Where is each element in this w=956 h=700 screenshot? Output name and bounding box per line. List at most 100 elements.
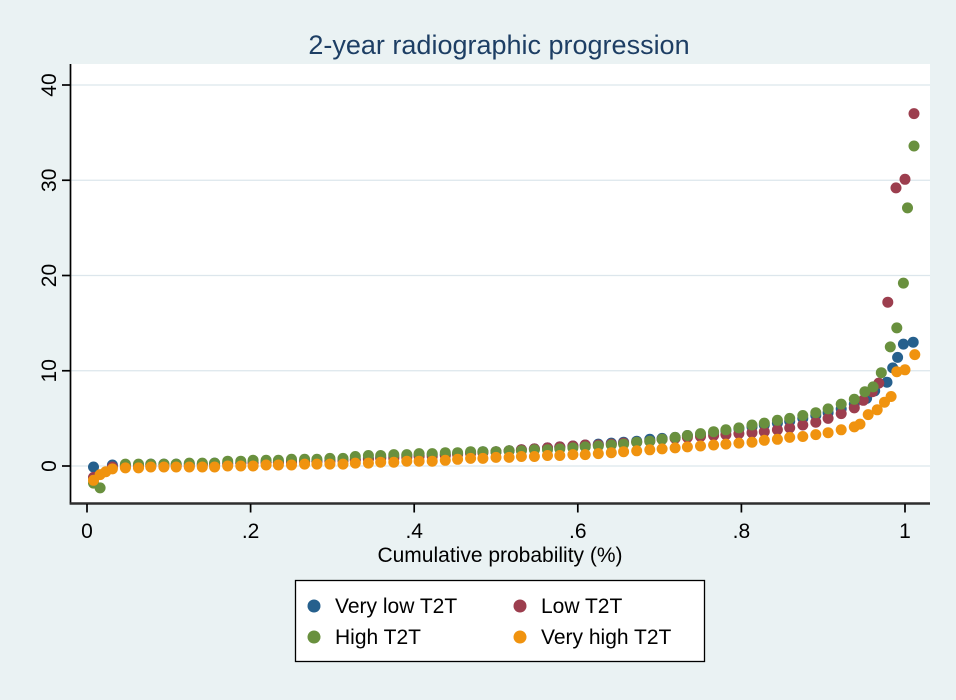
legend-marker-low-t2t (513, 599, 527, 613)
data-point (669, 431, 681, 443)
data-point (881, 376, 893, 388)
data-point (528, 451, 540, 462)
data-point (810, 407, 822, 419)
data-point (797, 419, 809, 431)
data-point (822, 412, 834, 424)
chart-title: 2-year radiographic progression (308, 30, 689, 60)
x-tick-label: 1 (899, 520, 911, 543)
data-point (119, 462, 131, 474)
data-point (733, 422, 745, 434)
data-point (746, 436, 758, 448)
y-tick-label: 40 (38, 73, 61, 96)
data-point (388, 456, 400, 468)
data-point (857, 394, 869, 406)
data-point (183, 461, 195, 473)
data-point (859, 386, 871, 398)
x-tick-label: .6 (569, 520, 587, 543)
legend-marker-very-low-t2t (307, 599, 321, 613)
data-point (909, 349, 921, 361)
data-point (644, 444, 656, 456)
legend-label-very-high-t2t: Very high T2T (541, 626, 672, 649)
data-point (708, 439, 720, 451)
data-point (222, 460, 234, 472)
data-point (902, 202, 913, 214)
data-point (669, 442, 681, 454)
x-tick-label: .2 (242, 520, 260, 543)
data-point (890, 182, 902, 194)
data-point (592, 448, 604, 460)
data-point (375, 456, 387, 468)
data-point (465, 452, 477, 464)
x-tick-label: .4 (405, 520, 423, 543)
data-point (631, 436, 643, 448)
data-point (771, 424, 783, 436)
data-point (362, 457, 374, 469)
data-point (771, 414, 783, 426)
data-point (681, 441, 693, 453)
data-point (644, 435, 656, 447)
data-point (810, 429, 822, 441)
data-point (835, 424, 847, 436)
data-point (324, 458, 336, 470)
data-point (286, 459, 297, 471)
data-point (656, 443, 668, 455)
legend-box (294, 579, 706, 663)
data-point (209, 461, 221, 473)
data-point (579, 441, 591, 453)
data-point (746, 427, 758, 439)
y-tick-label: 10 (38, 359, 61, 382)
data-point (515, 451, 527, 462)
data-point (897, 277, 909, 289)
data-point (720, 438, 732, 450)
data-point (94, 482, 106, 494)
data-point (388, 449, 400, 461)
data-point (695, 440, 706, 452)
data-point (784, 422, 796, 434)
data-point (848, 393, 860, 405)
data-point (235, 460, 247, 472)
data-point (196, 461, 208, 473)
data-point (401, 455, 413, 467)
data-point (822, 427, 834, 439)
legend-label-high-t2t: High T2T (335, 626, 421, 649)
data-point (891, 366, 903, 378)
y-tick-label: 0 (38, 460, 61, 472)
data-point (503, 451, 515, 463)
data-point (810, 416, 822, 428)
data-point (260, 459, 272, 471)
data-point (681, 430, 693, 441)
data-point (758, 426, 770, 438)
data-point (605, 447, 617, 459)
data-point (899, 364, 911, 376)
data-point (784, 431, 796, 443)
data-point (875, 367, 887, 379)
data-point (439, 454, 451, 466)
data-point (413, 448, 425, 460)
data-point (362, 450, 374, 461)
data-point (708, 426, 720, 438)
data-point (452, 453, 464, 465)
data-points (88, 108, 921, 494)
legend: Very low T2T Low T2T High T2T Very high … (294, 579, 706, 663)
x-tick-label: 0 (81, 520, 93, 543)
data-point (554, 450, 566, 461)
data-point (797, 431, 809, 442)
data-point (758, 434, 770, 446)
data-point (695, 428, 706, 440)
data-point (311, 458, 323, 470)
x-axis-title: Cumulative probability (%) (377, 544, 622, 567)
y-tick-label: 20 (38, 264, 61, 287)
data-point (720, 424, 732, 436)
legend-label-low-t2t: Low T2T (541, 595, 622, 618)
data-point (272, 459, 284, 471)
data-point (835, 398, 847, 410)
data-point (106, 463, 118, 475)
data-point (892, 351, 904, 363)
data-point (758, 417, 770, 429)
data-point (299, 458, 311, 470)
data-point (592, 440, 604, 452)
data-point (656, 433, 668, 445)
data-point (908, 140, 920, 152)
data-point (542, 450, 553, 461)
